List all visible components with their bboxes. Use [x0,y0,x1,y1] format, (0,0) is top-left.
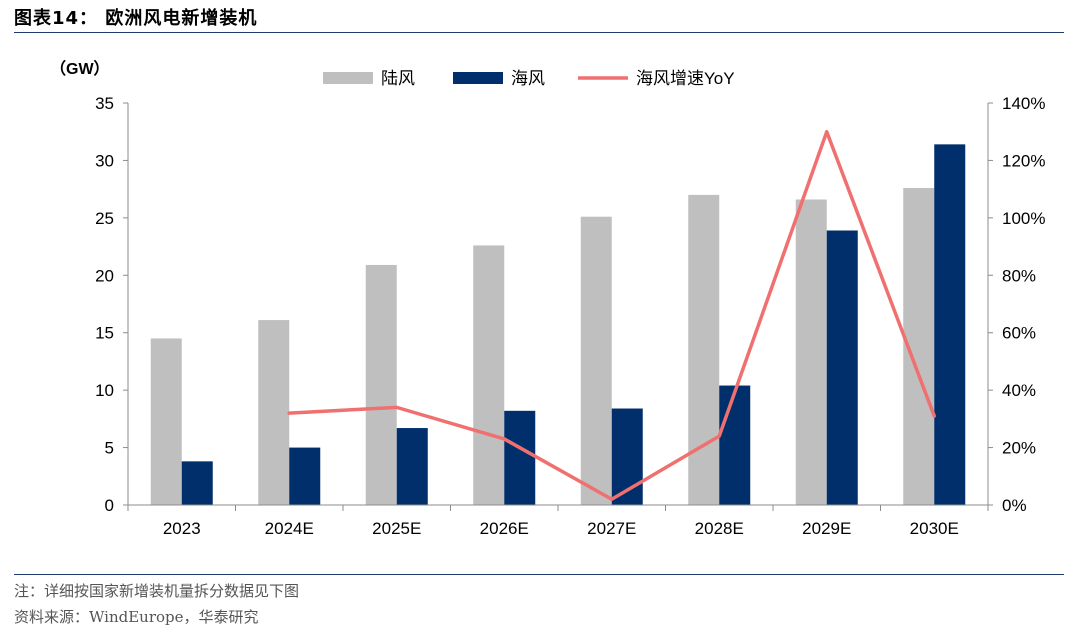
offshore-bar [181,461,213,505]
x-tick-label: 2028E [695,519,744,538]
chart-area: （GW） 陆风 海风 海风增速YoY 0 5 10 15 20 25 30 35 0% 20% 40% 6… [50,60,1045,538]
y2-tick-label: 100% [1002,209,1045,228]
y-tick-label: 20 [95,266,114,285]
y2-tick-label: 140% [1002,94,1045,113]
y-tick-label: 10 [95,381,114,400]
offshore-bar [504,410,536,505]
x-tick-label: 2030E [910,519,959,538]
y2-tick-label: 20% [1002,439,1036,458]
offshore-bar [719,385,751,505]
legend-label: 海风增速YoY [636,69,735,88]
legend-offshore: 海风 [453,69,545,88]
y-tick-label: 30 [95,151,114,170]
legend-onshore: 陆风 [323,69,415,88]
onshore-bar [365,264,397,505]
y-tick-label: 35 [95,94,114,113]
y2-tick-label: 0% [1002,496,1027,515]
offshore-bar [289,447,321,505]
legend-label: 海风 [511,69,545,88]
onshore-bar [150,338,182,505]
chart-legend: 陆风 海风 海风增速YoY [323,69,735,88]
figure-note: 注：详细按国家新增装机量拆分数据见下图 [14,582,300,600]
legend-label: 陆风 [381,69,415,88]
chart-axes: 0 5 10 15 20 25 30 35 0% 20% 40% 60% 80% 100% 120% 140%… [95,94,1045,538]
y-tick-label: 25 [95,209,114,228]
y2-tick-label: 40% [1002,381,1036,400]
x-tick-label: 2025E [372,519,421,538]
offshore-bar [934,144,966,505]
legend-swatch [453,72,503,84]
x-tick-label: 2026E [480,519,529,538]
y2-tick-label: 80% [1002,266,1036,285]
y2-tick-label: 120% [1002,151,1045,170]
y-tick-label: 15 [95,324,114,343]
y-tick-label: 5 [105,439,114,458]
onshore-bar [580,216,612,506]
onshore-bar [258,320,290,505]
x-tick-label: 2023 [163,519,201,538]
offshore-bar [826,230,858,505]
legend-swatch [323,72,373,84]
onshore-bar [795,199,827,506]
title-divider [14,32,1064,33]
onshore-bar [473,245,505,505]
y2-tick-label: 60% [1002,324,1036,343]
x-tick-label: 2024E [265,519,314,538]
line-series-group [287,129,936,502]
bar-series-group [150,144,966,506]
figure-source: 资料来源：WindEurope，华泰研究 [14,608,259,626]
figure-title: 图表14： 欧洲风电新增装机 [14,8,258,29]
x-tick-label: 2027E [587,519,636,538]
onshore-bar [688,194,720,505]
offshore-bar [396,428,428,505]
legend-offshore-yoy: 海风增速YoY [578,69,735,88]
y-tick-label: 0 [105,496,114,515]
x-tick-label: 2029E [802,519,851,538]
footer-divider [14,574,1064,575]
y-axis-unit-label: （GW） [50,60,110,78]
